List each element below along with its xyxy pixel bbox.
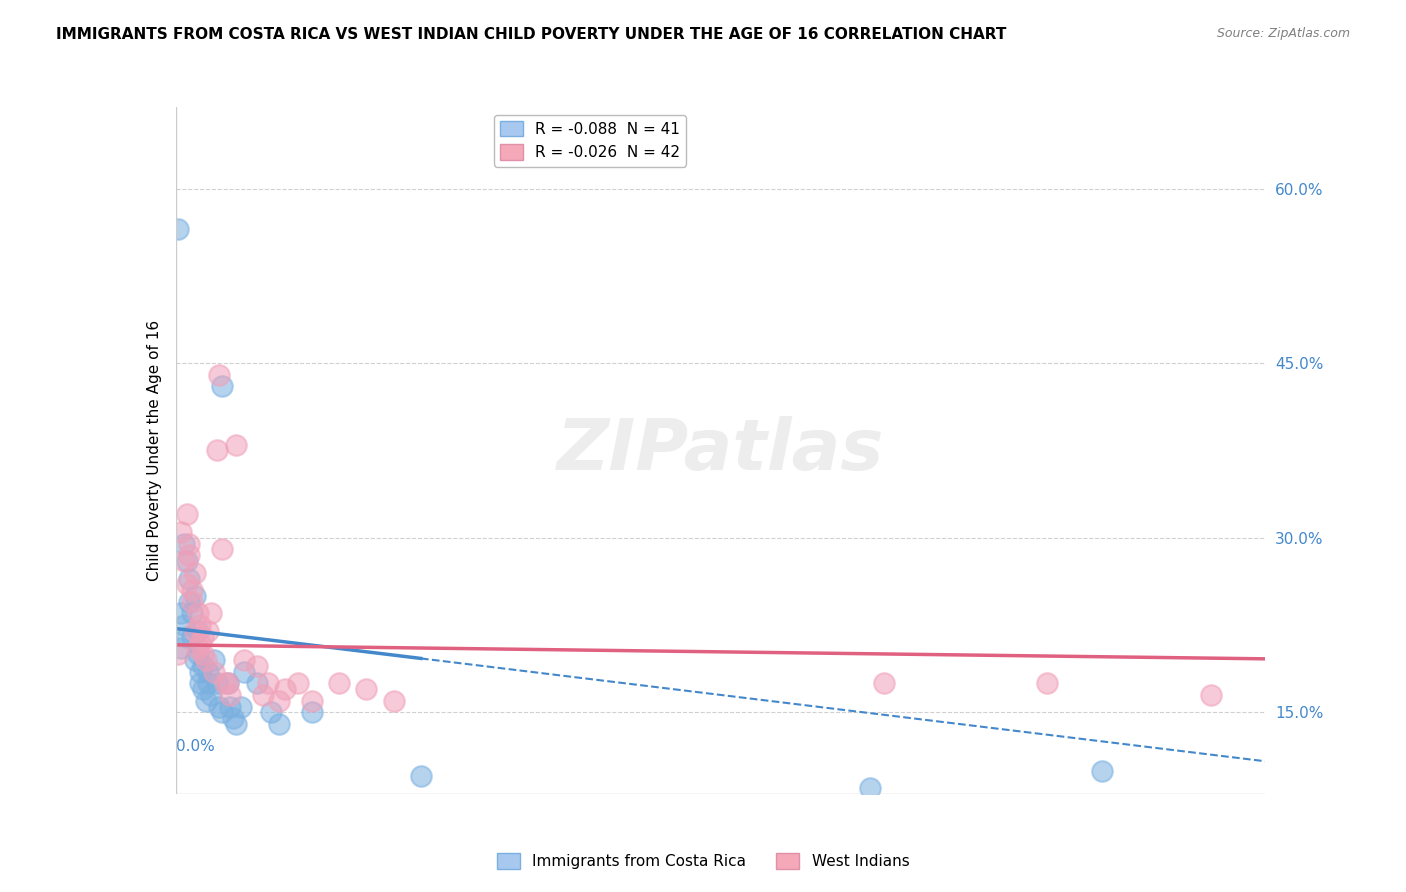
Point xyxy=(191,682,214,697)
Point xyxy=(191,647,214,661)
Point xyxy=(1199,688,1222,702)
Point xyxy=(194,694,217,708)
Point xyxy=(194,653,217,667)
Point xyxy=(179,595,201,609)
Text: ZIPatlas: ZIPatlas xyxy=(557,416,884,485)
Point xyxy=(859,780,882,795)
Point xyxy=(200,688,222,702)
Point xyxy=(188,665,211,679)
Point xyxy=(188,676,211,690)
Point xyxy=(232,653,254,667)
Point xyxy=(176,554,198,568)
Point xyxy=(382,694,405,708)
Point xyxy=(301,694,323,708)
Point xyxy=(176,630,198,644)
Point xyxy=(188,618,211,632)
Point xyxy=(246,676,269,690)
Point xyxy=(208,699,231,714)
Text: IMMIGRANTS FROM COSTA RICA VS WEST INDIAN CHILD POVERTY UNDER THE AGE OF 16 CORR: IMMIGRANTS FROM COSTA RICA VS WEST INDIA… xyxy=(56,27,1007,42)
Point xyxy=(170,641,193,656)
Point xyxy=(181,583,204,598)
Text: 0.0%: 0.0% xyxy=(176,739,215,754)
Legend: R = -0.088  N = 41, R = -0.026  N = 42: R = -0.088 N = 41, R = -0.026 N = 42 xyxy=(494,115,686,167)
Point xyxy=(179,548,201,562)
Point xyxy=(184,653,207,667)
Point xyxy=(214,676,236,690)
Point xyxy=(176,508,198,522)
Point xyxy=(225,717,247,731)
Point xyxy=(211,379,233,393)
Point xyxy=(260,706,283,720)
Point xyxy=(197,624,219,638)
Point xyxy=(170,524,193,539)
Point xyxy=(184,566,207,580)
Text: Source: ZipAtlas.com: Source: ZipAtlas.com xyxy=(1216,27,1350,40)
Point xyxy=(217,676,239,690)
Point xyxy=(200,607,222,621)
Point xyxy=(231,699,253,714)
Point xyxy=(274,682,297,697)
Point xyxy=(211,542,233,557)
Point xyxy=(287,676,309,690)
Point xyxy=(170,607,193,621)
Point xyxy=(246,658,269,673)
Point xyxy=(232,665,254,679)
Point xyxy=(356,682,378,697)
Point xyxy=(179,572,201,586)
Point xyxy=(202,653,225,667)
Point xyxy=(167,647,190,661)
Point xyxy=(186,647,209,661)
Y-axis label: Child Poverty Under the Age of 16: Child Poverty Under the Age of 16 xyxy=(146,320,162,581)
Point xyxy=(208,368,231,382)
Point xyxy=(197,676,219,690)
Point xyxy=(205,443,228,458)
Point xyxy=(191,658,214,673)
Point xyxy=(301,706,323,720)
Point xyxy=(176,577,198,591)
Point xyxy=(873,676,896,690)
Point xyxy=(217,676,239,690)
Point xyxy=(257,676,280,690)
Point xyxy=(219,688,242,702)
Point xyxy=(184,589,207,603)
Point xyxy=(188,635,211,649)
Point xyxy=(269,717,291,731)
Point xyxy=(222,711,245,725)
Point xyxy=(181,630,204,644)
Point xyxy=(181,607,204,621)
Point xyxy=(219,699,242,714)
Point xyxy=(167,222,190,236)
Legend: Immigrants from Costa Rica, West Indians: Immigrants from Costa Rica, West Indians xyxy=(491,847,915,875)
Point xyxy=(269,694,291,708)
Point xyxy=(184,624,207,638)
Point xyxy=(173,536,195,550)
Point xyxy=(173,618,195,632)
Point xyxy=(179,536,201,550)
Point xyxy=(225,437,247,451)
Point xyxy=(186,624,209,638)
Point xyxy=(197,665,219,679)
Point xyxy=(328,676,350,690)
Point xyxy=(205,676,228,690)
Point xyxy=(173,554,195,568)
Point xyxy=(191,630,214,644)
Point xyxy=(1036,676,1059,690)
Point xyxy=(211,706,233,720)
Point xyxy=(252,688,274,702)
Point xyxy=(181,595,204,609)
Point xyxy=(1091,764,1114,778)
Point xyxy=(409,769,432,783)
Point xyxy=(186,641,209,656)
Point xyxy=(186,607,209,621)
Point xyxy=(202,665,225,679)
